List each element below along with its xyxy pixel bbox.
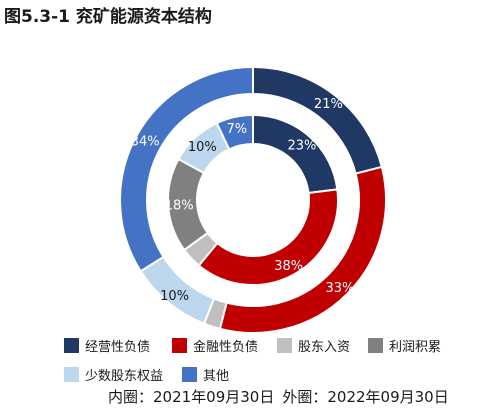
legend-label: 股东入资 (298, 339, 351, 355)
inner-ring-label-0: 23% (287, 138, 316, 153)
outer-ring-caption: 外圈：2022年09月30日 (282, 388, 449, 406)
legend-label: 金融性负债 (193, 339, 259, 355)
legend-label: 利润积累 (389, 339, 442, 355)
legend-item-minority-interest: 少数股东权益 (64, 364, 163, 384)
legend-item-financial-liabilities: 金融性负债 (172, 335, 258, 355)
inner-ring-caption: 内圈：2021年09月30日 (108, 388, 275, 406)
legend-label: 少数股东权益 (85, 368, 164, 384)
ring-date-caption: 内圈：2021年09月30日 外圈：2022年09月30日 (108, 386, 453, 407)
inner-ring-label-1: 38% (274, 259, 303, 274)
inner-ring-label-5: 7% (227, 122, 248, 137)
outer-ring-slice-5 (119, 65, 254, 273)
chart-title: 图5.3-1 兖矿能源资本结构 (4, 7, 212, 27)
outer-ring-label-1: 33% (326, 281, 355, 296)
legend-item-shareholder-capital: 股东入资 (277, 335, 350, 355)
legend-swatch (64, 337, 79, 353)
legend-item-operating-liabilities: 经营性负债 (64, 335, 150, 355)
outer-ring-label-4: 10% (160, 289, 189, 304)
legend-item-other: 其他 (182, 364, 229, 384)
legend-swatch (368, 337, 383, 353)
legend-swatch (64, 366, 79, 382)
legend-swatch (172, 337, 187, 353)
inner-ring-label-4: 10% (188, 140, 217, 155)
legend-label: 经营性负债 (85, 339, 151, 355)
legend-item-retained-earnings: 利润积累 (368, 335, 441, 355)
legend-swatch (277, 337, 292, 353)
legend-swatch (182, 366, 197, 382)
outer-ring-label-5: 34% (131, 135, 160, 150)
outer-ring-label-0: 21% (314, 97, 343, 112)
inner-ring-label-3: 18% (165, 199, 194, 214)
inner-ring-slice-5 (215, 113, 254, 151)
legend-label: 其他 (203, 368, 230, 384)
inner-ring-slice-1 (197, 188, 339, 286)
